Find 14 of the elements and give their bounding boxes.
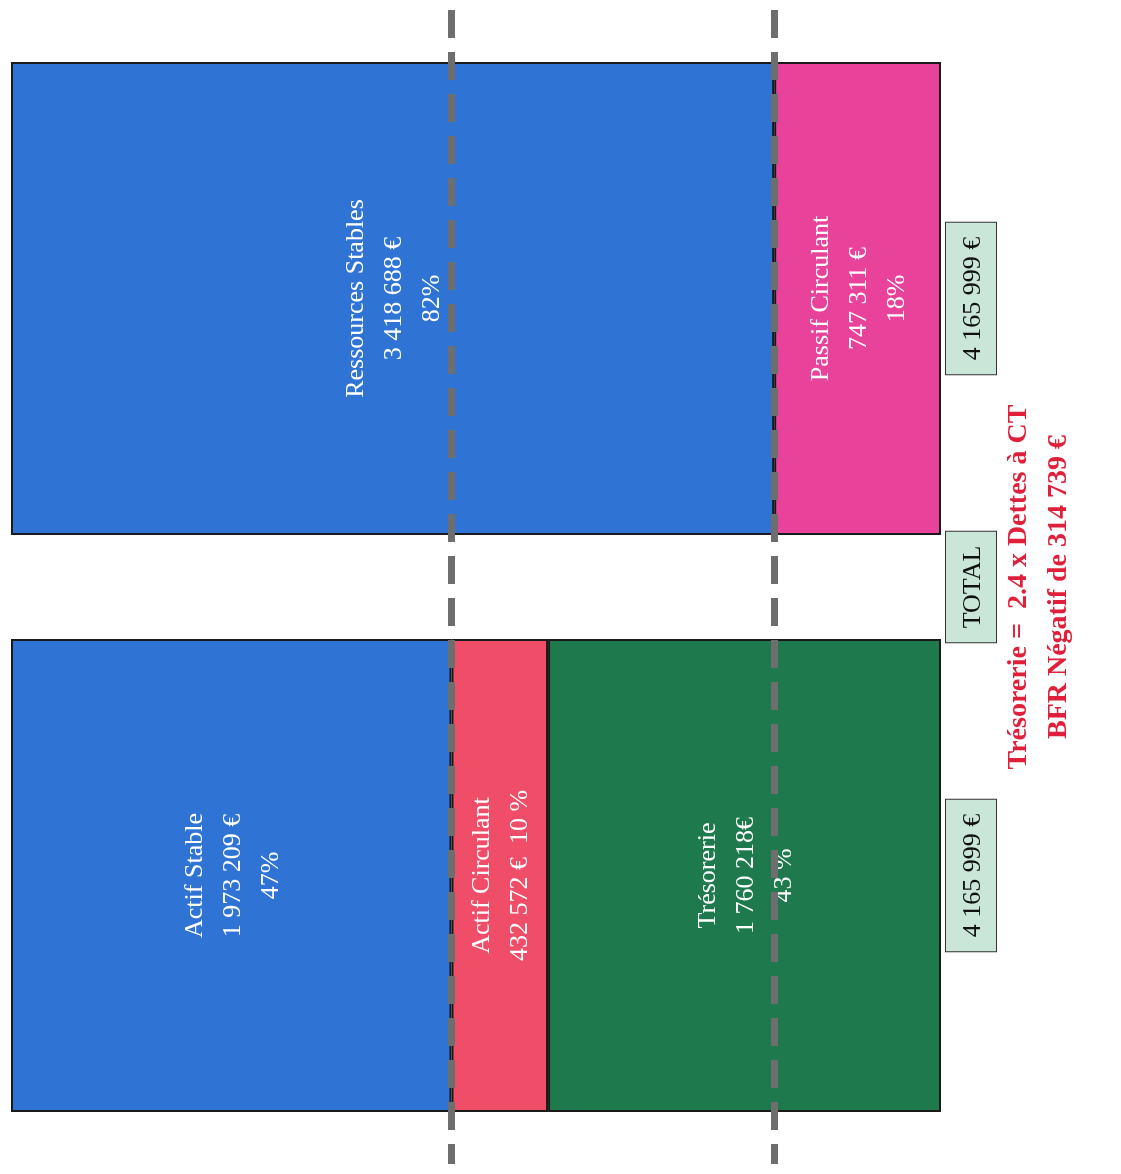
text: BFR Négatif de 314 739 €: [1040, 434, 1072, 740]
series-label: Trésorerie: [692, 822, 722, 929]
data-label: 1 973 209 € 47%: [216, 813, 284, 938]
data-label: 3 418 688 € 82%: [378, 236, 446, 361]
total-label: 4 165 999 €: [956, 236, 986, 361]
series-label: Passif Circulant: [805, 215, 835, 382]
data-label: 747 311 € 18%: [843, 246, 911, 351]
text: TOTAL: [956, 545, 986, 629]
series-label: Ressources Stables: [340, 199, 370, 398]
series-label: Actif Circulant: [466, 796, 496, 954]
total-label: 4 165 999 €: [956, 813, 986, 938]
series-label: Actif Stable: [178, 813, 208, 938]
text: Trésorerie = 2.4 x Dettes à CT: [1000, 404, 1032, 770]
data-label: 432 572 € 10 %: [504, 789, 534, 962]
